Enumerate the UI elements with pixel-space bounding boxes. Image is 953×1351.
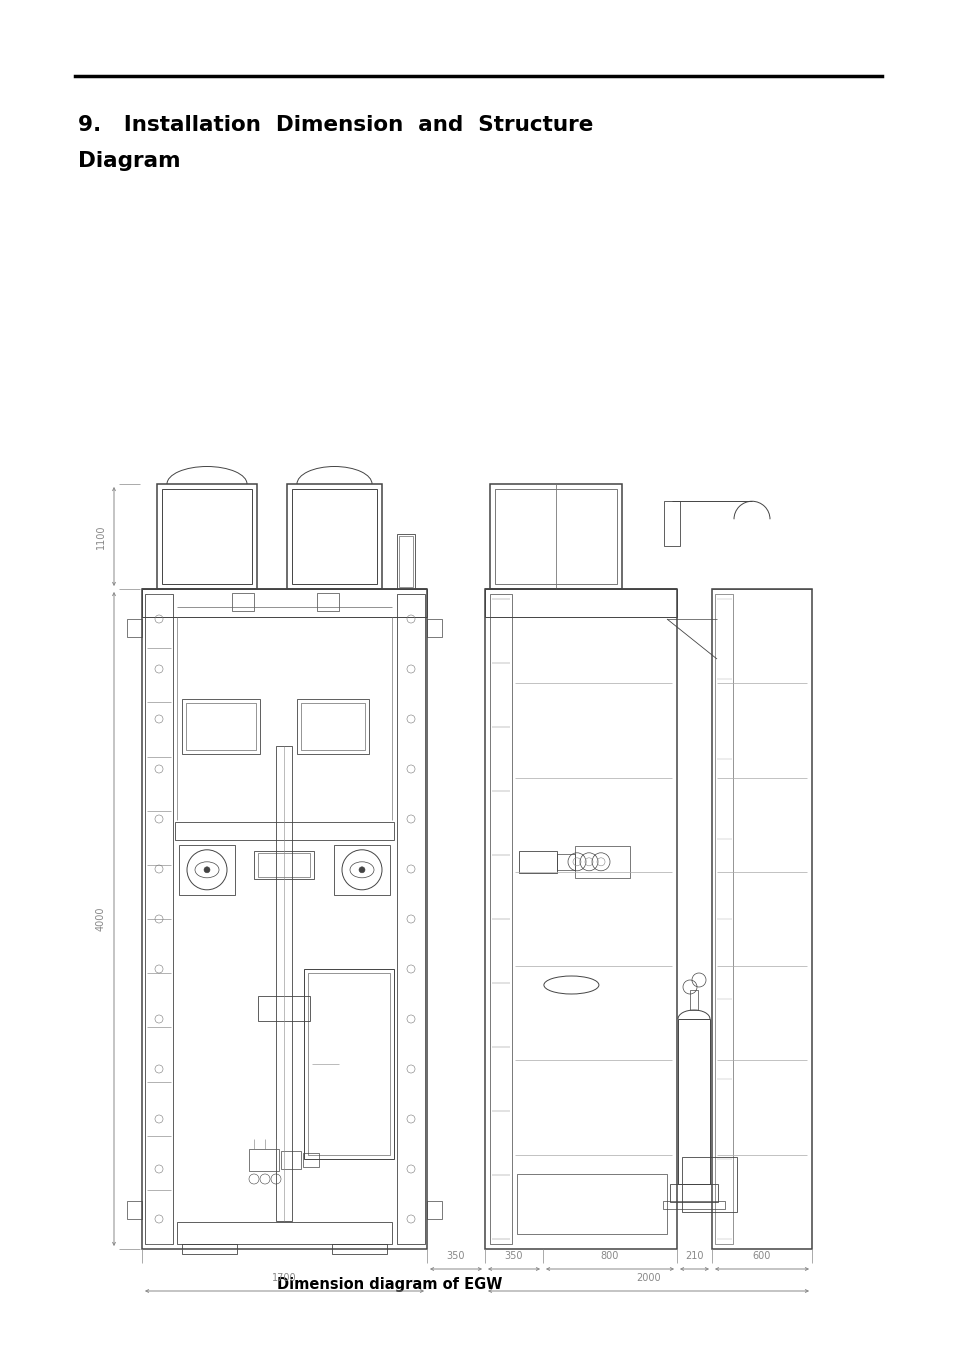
Bar xyxy=(127,619,142,638)
Bar xyxy=(162,489,252,584)
Bar xyxy=(662,1201,724,1209)
Bar xyxy=(575,846,629,878)
Bar xyxy=(557,854,575,870)
Bar xyxy=(186,703,255,750)
Bar xyxy=(495,489,617,584)
Bar xyxy=(304,969,394,1159)
Bar xyxy=(232,593,253,611)
Bar xyxy=(334,844,390,894)
Bar xyxy=(177,1223,392,1244)
Bar xyxy=(316,593,338,611)
Bar xyxy=(396,594,424,1244)
Text: 9.   Installation  Dimension  and  Structure: 9. Installation Dimension and Structure xyxy=(78,115,593,135)
Bar xyxy=(303,1152,318,1167)
Bar xyxy=(301,703,365,750)
Text: 800: 800 xyxy=(600,1251,618,1260)
Bar xyxy=(257,997,310,1021)
Bar xyxy=(145,594,172,1244)
Bar xyxy=(292,489,376,584)
Bar xyxy=(182,698,260,754)
Bar xyxy=(669,1183,718,1202)
Bar xyxy=(182,1244,236,1254)
Bar xyxy=(174,821,394,840)
Bar xyxy=(714,594,732,1244)
Text: 600: 600 xyxy=(752,1251,770,1260)
Bar xyxy=(427,1201,441,1219)
Bar xyxy=(308,973,390,1155)
Bar xyxy=(157,484,256,589)
Bar xyxy=(287,484,381,589)
Bar xyxy=(484,589,677,617)
Bar xyxy=(142,589,427,617)
Text: 2000: 2000 xyxy=(636,1273,660,1283)
Bar xyxy=(681,1156,737,1212)
Bar xyxy=(281,1151,301,1169)
Text: 210: 210 xyxy=(684,1251,703,1260)
Bar xyxy=(296,698,369,754)
Bar xyxy=(663,501,679,546)
Circle shape xyxy=(204,867,210,873)
Bar xyxy=(427,619,441,638)
Text: 1700: 1700 xyxy=(272,1273,296,1283)
Bar xyxy=(179,844,234,894)
Bar xyxy=(517,1174,666,1233)
Bar xyxy=(490,594,512,1244)
Bar xyxy=(332,1244,387,1254)
Bar xyxy=(689,990,698,1011)
Text: Diagram: Diagram xyxy=(78,151,180,172)
Text: 4000: 4000 xyxy=(96,907,106,931)
Bar xyxy=(484,589,677,1250)
Bar xyxy=(142,589,427,1250)
Bar xyxy=(257,852,310,877)
Bar xyxy=(253,851,314,880)
Bar xyxy=(249,1148,278,1171)
Text: 1100: 1100 xyxy=(96,524,106,549)
Bar xyxy=(518,851,557,873)
Bar xyxy=(490,484,621,589)
Bar xyxy=(396,534,415,589)
Text: 350: 350 xyxy=(504,1251,522,1260)
Text: Dimension diagram of EGW: Dimension diagram of EGW xyxy=(277,1277,502,1292)
Text: 350: 350 xyxy=(446,1251,465,1260)
Circle shape xyxy=(358,867,365,873)
Bar xyxy=(398,536,413,586)
Bar xyxy=(275,746,292,1221)
Bar xyxy=(127,1201,142,1219)
Bar xyxy=(711,589,811,1250)
Bar xyxy=(678,1019,709,1183)
